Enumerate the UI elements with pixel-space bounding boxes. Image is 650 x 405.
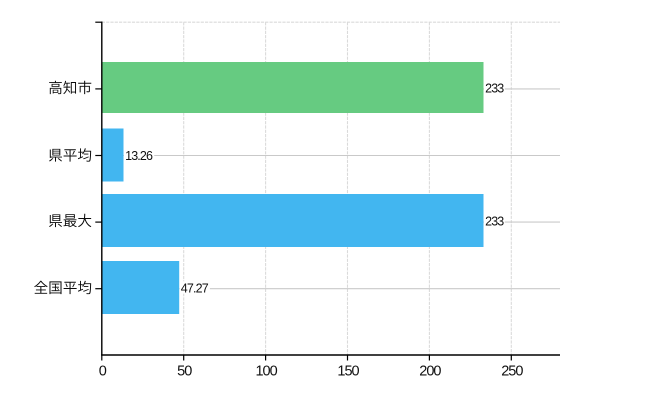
svg-text:50: 50 — [177, 363, 192, 379]
svg-text:0: 0 — [99, 363, 107, 379]
svg-text:13.26: 13.26 — [125, 149, 153, 163]
svg-text:233: 233 — [485, 81, 504, 95]
svg-text:47.27: 47.27 — [181, 281, 209, 295]
svg-text:250: 250 — [501, 363, 523, 379]
svg-text:150: 150 — [337, 363, 359, 379]
svg-text:200: 200 — [419, 363, 441, 379]
svg-text:100: 100 — [255, 363, 277, 379]
svg-text:233: 233 — [485, 214, 504, 228]
